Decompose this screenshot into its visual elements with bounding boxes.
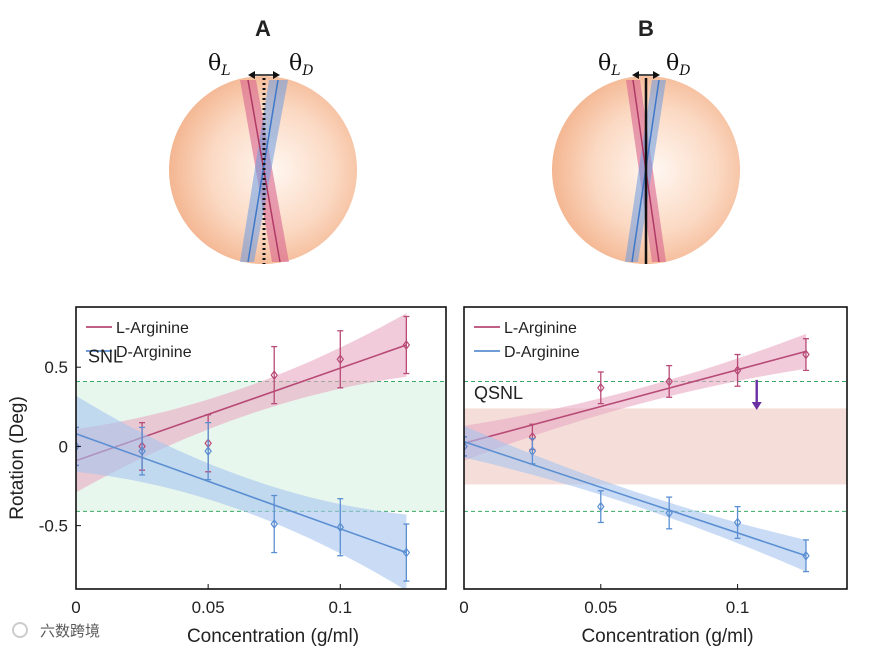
arrow-head-left-a bbox=[248, 71, 255, 79]
d-arginine-data-point bbox=[204, 446, 212, 457]
x-tick-label: 0.1 bbox=[328, 598, 352, 617]
x-tick-label: 0.1 bbox=[726, 598, 750, 617]
l-arginine-data-point bbox=[597, 382, 605, 393]
d-arginine-data-point bbox=[802, 550, 810, 561]
d-arginine-data-point bbox=[402, 547, 411, 558]
d-arginine-data-point bbox=[76, 441, 80, 452]
l-arginine-data-point bbox=[336, 354, 345, 365]
y-tick-label: -0.5 bbox=[39, 517, 68, 536]
x-tick-label: 0.05 bbox=[584, 598, 617, 617]
legend-label-l-arginine: L-Arginine bbox=[504, 320, 577, 337]
d-arginine-fit-line bbox=[76, 432, 407, 554]
x-axis-label: Concentration (g/ml) bbox=[187, 626, 359, 647]
d-arginine-data-point bbox=[528, 446, 537, 457]
d-arginine-data-point bbox=[138, 446, 146, 457]
snl-label: SNL bbox=[88, 346, 123, 366]
qsnl-label: QSNL bbox=[474, 383, 523, 403]
panel-label-b: B bbox=[638, 16, 654, 41]
l-arginine-data-point bbox=[402, 340, 411, 351]
l-arginine-data-point bbox=[802, 349, 810, 360]
chart-right: 0 0.05 0.1 Concentration (g/ml) L-Arginine D-… bbox=[459, 306, 848, 647]
x-tick-label: 0.05 bbox=[192, 598, 225, 617]
y-axis-label: Rotation (Deg) bbox=[7, 396, 28, 520]
l-axis-line-a bbox=[247, 79, 281, 263]
schematic-panel-a: A θL θD bbox=[169, 16, 357, 264]
legend-label-d-arginine: D-Arginine bbox=[504, 344, 580, 361]
l-arginine-data-point bbox=[733, 365, 742, 376]
legend-label-l-arginine: L-Arginine bbox=[116, 320, 189, 337]
theta-l-label-a: θL bbox=[208, 51, 231, 79]
watermark: 六数跨境 bbox=[12, 622, 100, 640]
qsnl-arrow-head bbox=[751, 402, 762, 410]
d-arginine-fit-line bbox=[464, 440, 807, 557]
schematic-panel-b: B θL θD bbox=[552, 16, 740, 264]
watermark-logo-icon bbox=[12, 622, 28, 638]
watermark-text: 六数跨境 bbox=[40, 622, 100, 640]
y-tick-label: 0.5 bbox=[44, 358, 68, 377]
l-arginine-fit-line bbox=[464, 350, 807, 445]
x-axis-label: Concentration (g/ml) bbox=[581, 626, 753, 647]
theta-d-label-b: θD bbox=[666, 51, 690, 79]
x-tick-label: 0 bbox=[459, 598, 468, 617]
d-arginine-data-point bbox=[336, 522, 345, 533]
theta-l-label-b: θL bbox=[598, 51, 621, 79]
d-arginine-data-point bbox=[270, 519, 278, 530]
axes-frame bbox=[75, 306, 447, 590]
arrow-head-right-a bbox=[273, 71, 280, 79]
l-arginine-data-point bbox=[270, 370, 278, 381]
y-tick-label: 0 bbox=[59, 437, 68, 456]
d-axis-line-a bbox=[247, 79, 279, 263]
panel-label-a: A bbox=[255, 16, 271, 41]
arrow-head-right-b bbox=[653, 71, 660, 79]
d-arginine-data-point bbox=[665, 507, 673, 518]
d-arginine-data-point bbox=[597, 501, 605, 512]
d-arginine-data-point bbox=[464, 441, 468, 452]
legend-label-d-arginine: D-Arginine bbox=[116, 344, 192, 361]
x-tick-label: 0 bbox=[71, 598, 80, 617]
plot-area bbox=[76, 313, 446, 589]
d-arginine-data-point bbox=[733, 517, 742, 528]
l-arginine-data-point bbox=[665, 376, 673, 387]
plot-area bbox=[464, 333, 847, 573]
chart-left: 0 0.05 0.1 -0.5 0 0.5 Concentration (g/ml) Rota… bbox=[7, 306, 447, 647]
theta-d-label-a: θD bbox=[289, 51, 313, 79]
axes-frame bbox=[463, 306, 848, 590]
arrow-head-left-b bbox=[632, 71, 639, 79]
